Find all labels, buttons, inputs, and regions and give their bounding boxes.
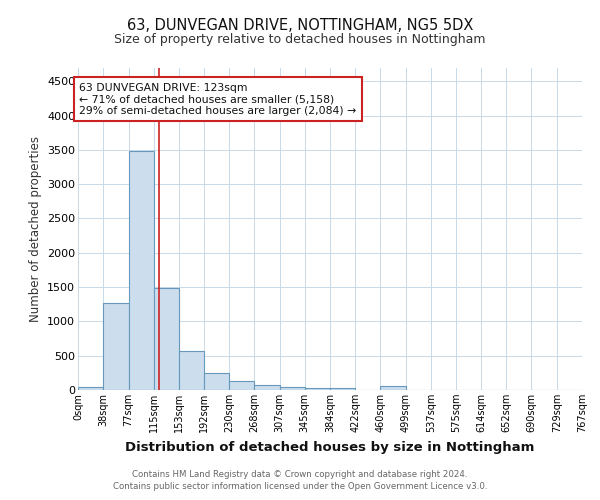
- Text: Contains HM Land Registry data © Crown copyright and database right 2024.: Contains HM Land Registry data © Crown c…: [132, 470, 468, 479]
- Bar: [305, 388, 331, 390]
- Bar: [254, 385, 280, 390]
- Text: 63 DUNVEGAN DRIVE: 123sqm
← 71% of detached houses are smaller (5,158)
29% of se: 63 DUNVEGAN DRIVE: 123sqm ← 71% of detac…: [79, 82, 356, 116]
- Bar: [103, 303, 128, 390]
- Bar: [128, 150, 154, 390]
- Y-axis label: Number of detached properties: Number of detached properties: [29, 136, 41, 322]
- Bar: [280, 387, 305, 390]
- Bar: [154, 288, 179, 390]
- Bar: [331, 388, 355, 390]
- Text: Contains public sector information licensed under the Open Government Licence v3: Contains public sector information licen…: [113, 482, 487, 491]
- Bar: [179, 351, 204, 390]
- Text: 63, DUNVEGAN DRIVE, NOTTINGHAM, NG5 5DX: 63, DUNVEGAN DRIVE, NOTTINGHAM, NG5 5DX: [127, 18, 473, 32]
- Bar: [204, 373, 229, 390]
- X-axis label: Distribution of detached houses by size in Nottingham: Distribution of detached houses by size …: [125, 440, 535, 454]
- Bar: [229, 382, 254, 390]
- Text: Size of property relative to detached houses in Nottingham: Size of property relative to detached ho…: [114, 32, 486, 46]
- Bar: [78, 388, 103, 390]
- Bar: [380, 386, 406, 390]
